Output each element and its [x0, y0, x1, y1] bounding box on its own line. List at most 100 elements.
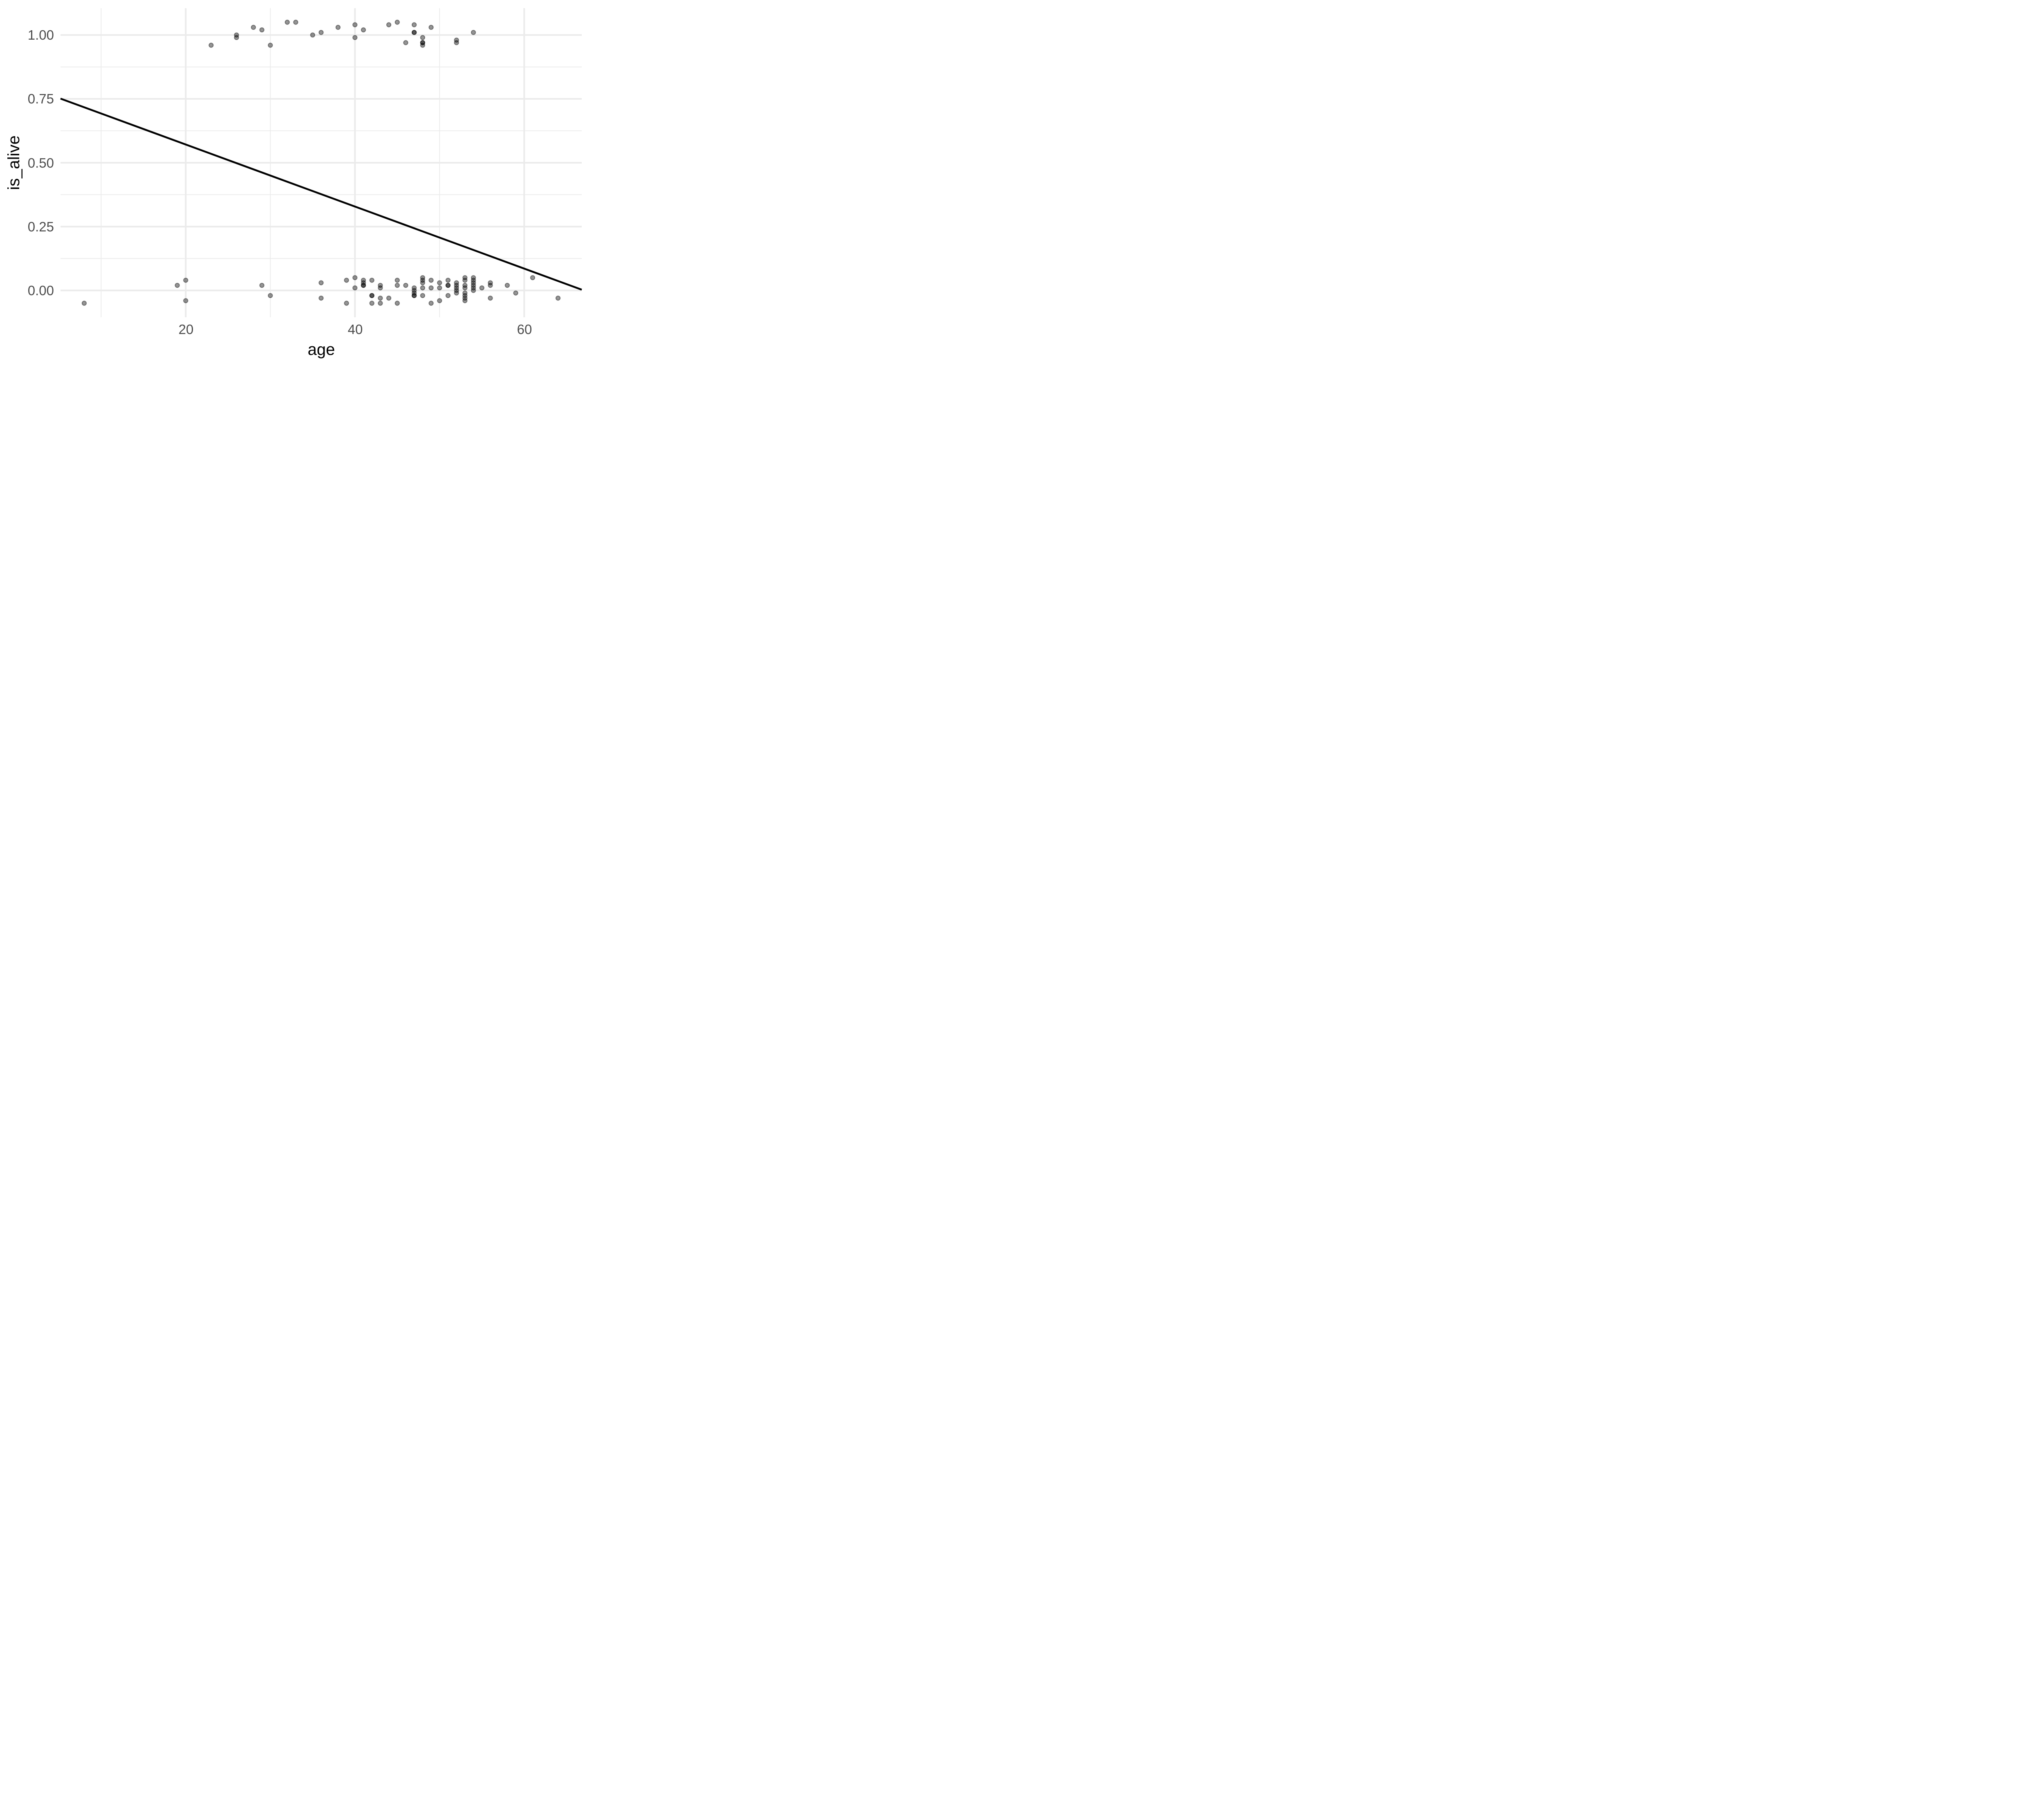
data-point — [344, 301, 349, 306]
data-point — [454, 40, 459, 45]
data-point — [352, 22, 358, 27]
data-point — [369, 301, 374, 306]
data-point — [462, 275, 468, 280]
data-point — [420, 280, 426, 285]
data-point — [454, 280, 459, 285]
data-point — [454, 285, 459, 291]
data-point — [369, 278, 374, 283]
data-point — [471, 288, 476, 293]
data-point — [428, 25, 434, 30]
data-point — [530, 275, 536, 280]
data-point — [504, 283, 510, 288]
data-point — [378, 301, 383, 306]
data-point — [394, 278, 400, 283]
data-point — [394, 283, 400, 288]
data-point — [462, 278, 468, 283]
data-point — [183, 278, 188, 283]
data-point — [310, 32, 316, 38]
data-point — [471, 283, 476, 288]
data-point — [259, 27, 264, 33]
data-point — [420, 275, 426, 280]
y-tick-label: 0.50 — [27, 155, 54, 170]
data-point — [183, 298, 188, 303]
data-point — [471, 280, 476, 285]
data-point — [420, 285, 426, 291]
data-point — [318, 280, 324, 285]
data-point — [445, 278, 451, 283]
data-point — [454, 37, 459, 43]
data-point — [394, 301, 400, 306]
data-point — [471, 275, 476, 280]
data-point — [454, 290, 459, 296]
data-point — [268, 43, 273, 48]
data-point — [411, 293, 417, 298]
data-point — [411, 285, 417, 291]
y-axis-title: is_alive — [5, 135, 23, 190]
data-point — [251, 25, 256, 30]
data-point — [378, 283, 383, 288]
y-tick-label: 0.25 — [27, 219, 54, 234]
data-point — [555, 295, 561, 301]
data-point — [437, 280, 442, 285]
data-point — [293, 20, 298, 25]
data-point — [394, 20, 400, 25]
data-point — [471, 30, 476, 35]
data-point — [352, 35, 358, 40]
y-tick-label: 1.00 — [27, 27, 54, 43]
data-point — [361, 280, 366, 285]
data-point — [454, 288, 459, 293]
data-point — [428, 278, 434, 283]
data-point — [234, 35, 239, 40]
x-tick-label: 60 — [517, 322, 532, 337]
data-point — [411, 22, 417, 27]
data-point — [378, 285, 383, 291]
data-point — [513, 290, 518, 296]
data-point — [420, 293, 426, 298]
data-point — [378, 295, 383, 301]
x-axis-title: age — [307, 341, 335, 359]
data-point — [361, 27, 366, 33]
data-point — [411, 293, 417, 298]
data-point — [411, 30, 417, 35]
y-tick-label: 0.75 — [27, 91, 54, 106]
data-point — [411, 290, 417, 296]
data-point — [462, 295, 468, 301]
x-tick-label: 20 — [178, 322, 194, 337]
data-point — [462, 285, 468, 291]
data-point — [352, 275, 358, 280]
data-point — [471, 278, 476, 283]
data-point — [479, 285, 484, 291]
data-point — [386, 295, 392, 301]
data-point — [420, 278, 426, 283]
data-point — [318, 30, 324, 35]
y-tick-label: 0.00 — [27, 283, 54, 298]
data-point — [268, 293, 273, 298]
data-point — [403, 283, 408, 288]
data-point — [344, 278, 349, 283]
data-point — [454, 283, 459, 288]
data-point — [285, 20, 290, 25]
data-point — [462, 290, 468, 296]
data-point — [437, 298, 442, 303]
data-point — [403, 40, 408, 45]
data-point — [488, 295, 493, 301]
data-point — [471, 285, 476, 291]
data-point — [386, 22, 392, 27]
data-point — [352, 285, 358, 291]
data-point — [462, 298, 468, 303]
data-point — [462, 293, 468, 298]
data-point — [420, 35, 426, 40]
data-point — [420, 40, 426, 45]
data-point — [445, 283, 451, 288]
data-point — [420, 40, 426, 45]
data-point — [81, 301, 87, 306]
scatter-plot: 1.00 0.75 0.50 0.25 0.00 20 40 60 age is… — [0, 0, 589, 364]
data-point — [175, 283, 180, 288]
data-point — [361, 278, 366, 283]
data-point — [335, 25, 341, 30]
plot-canvas — [60, 8, 582, 317]
data-point — [411, 288, 417, 293]
data-point — [318, 295, 324, 301]
data-point — [234, 32, 239, 38]
data-point — [369, 293, 374, 298]
